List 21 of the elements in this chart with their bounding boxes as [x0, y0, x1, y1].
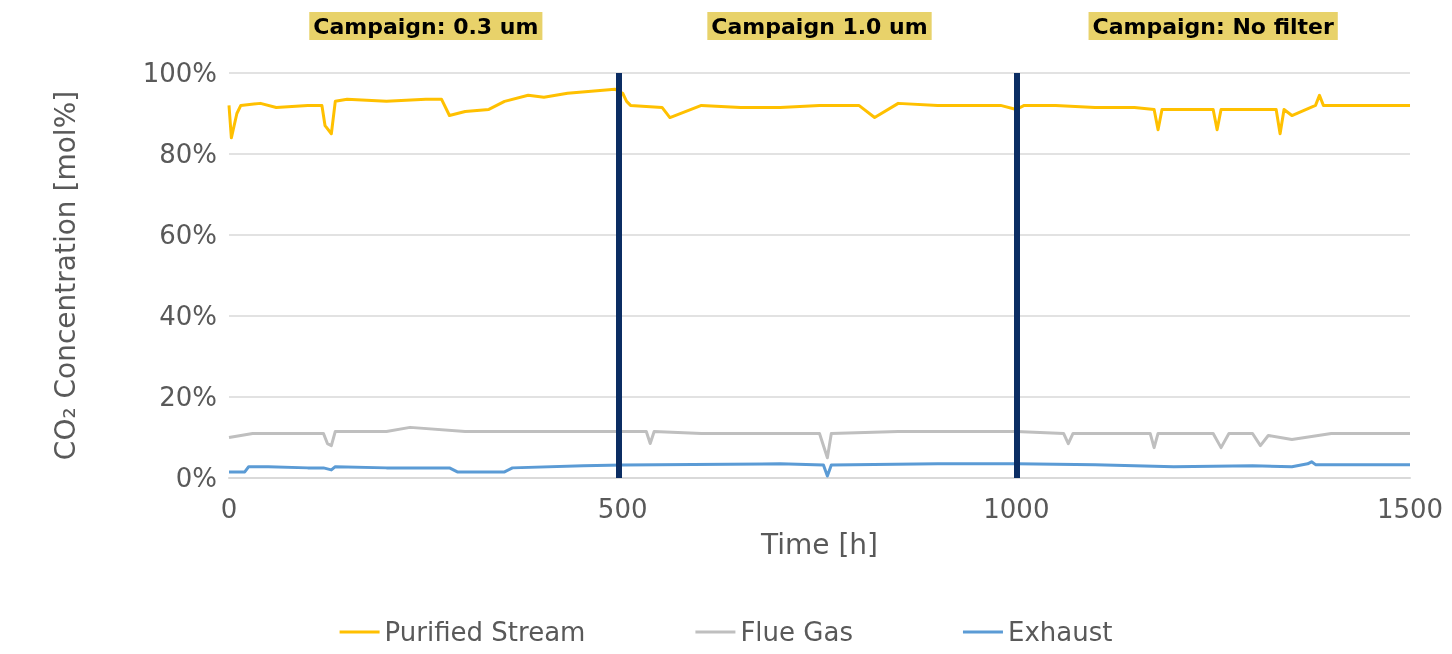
x-tick-label: 0 [220, 494, 238, 524]
legend-label: Exhaust [1007, 617, 1113, 647]
y-tick-label: 40% [159, 301, 217, 331]
y-tick-label: 20% [159, 382, 217, 412]
line-series [227, 425, 1412, 460]
legend-label: Purified Stream [384, 617, 586, 647]
y-tick-label: 100% [142, 58, 217, 88]
x-tick-label: 500 [597, 494, 648, 524]
y-tick-label: 60% [159, 220, 217, 250]
x-tick-label: 1500 [1376, 494, 1444, 524]
line-series [227, 87, 1412, 140]
text: Campaign: No filter [1092, 13, 1334, 39]
legend-label: Flue Gas [740, 617, 853, 647]
text: Campaign: 0.3 um [313, 13, 539, 39]
y-tick-label: 0% [175, 463, 217, 493]
y-tick-label: 80% [159, 139, 217, 169]
x-tick-label: 1000 [983, 494, 1050, 524]
y-axis-title: CO₂ Concentration [mol%] [48, 90, 82, 461]
line-series [227, 460, 1412, 478]
text: Campaign 1.0 um [711, 13, 928, 39]
x-axis-title: Time [h] [759, 527, 879, 561]
